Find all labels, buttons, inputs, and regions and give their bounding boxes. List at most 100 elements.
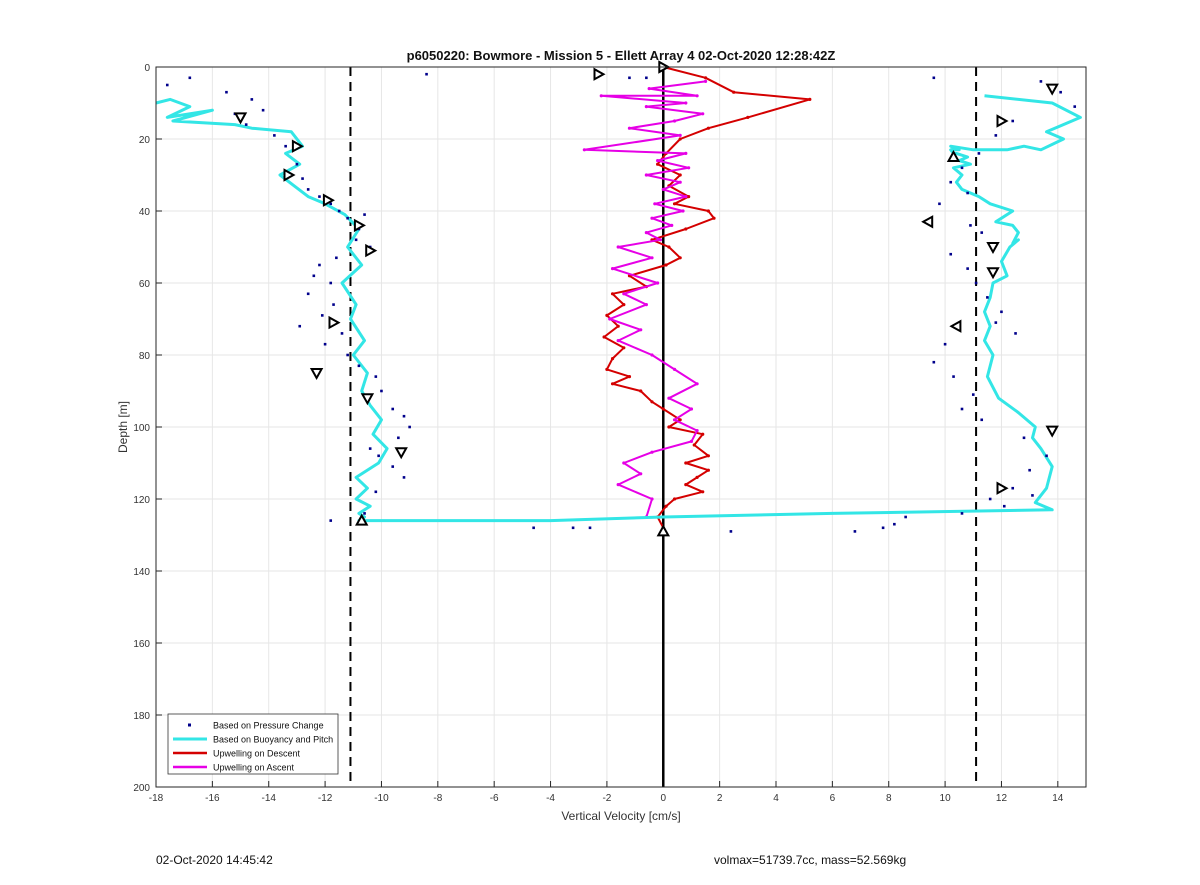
ascent-point xyxy=(650,497,654,501)
descent-point xyxy=(656,162,660,166)
descent-point xyxy=(701,490,705,494)
pressure-point xyxy=(1059,90,1062,94)
x-tick-label: 6 xyxy=(830,793,836,804)
triangle-marker xyxy=(996,481,1009,495)
pressure-point xyxy=(298,324,302,328)
triangle-marker xyxy=(283,168,296,182)
y-tick-label: 120 xyxy=(133,495,150,506)
y-tick-label: 180 xyxy=(133,711,150,722)
pressure-point xyxy=(329,519,333,522)
ascent-point xyxy=(661,187,665,191)
ascent-point xyxy=(672,418,677,422)
pressure-point xyxy=(306,292,310,296)
triangle-marker xyxy=(309,368,324,381)
ascent-point xyxy=(616,245,620,249)
ascent-point xyxy=(670,223,674,227)
pressure-point xyxy=(960,407,964,411)
pressure-point xyxy=(335,256,338,260)
pressure-point xyxy=(188,76,192,80)
pressure-point xyxy=(374,375,378,378)
ascent-point xyxy=(622,292,626,296)
ascent-point xyxy=(678,133,682,137)
pressure-point xyxy=(320,314,324,317)
descent-point xyxy=(672,202,677,206)
pressure-point xyxy=(329,202,333,206)
pressure-point xyxy=(904,515,907,519)
ascent-point xyxy=(667,396,671,400)
ascent-point xyxy=(650,353,654,357)
pressure-point xyxy=(571,526,575,530)
reference-lines xyxy=(349,67,978,787)
ascent-point xyxy=(608,317,612,321)
pressure-point xyxy=(354,238,358,242)
descent-point xyxy=(687,195,691,199)
y-tick-label: 40 xyxy=(139,207,151,218)
descent-point xyxy=(622,346,626,350)
ascent-point xyxy=(695,429,699,433)
pressure-point xyxy=(1028,468,1031,472)
x-tick-label: -14 xyxy=(262,793,277,804)
descent-point xyxy=(667,425,671,429)
pressure-point xyxy=(368,447,372,450)
legend-label: Upwelling on Descent xyxy=(213,749,301,759)
pressure-point xyxy=(363,213,366,216)
series-layer xyxy=(155,65,1082,533)
descent-point xyxy=(672,497,677,501)
pressure-point xyxy=(628,76,631,80)
pressure-point xyxy=(312,274,316,278)
pressure-point xyxy=(284,144,287,148)
pressure-point xyxy=(938,202,941,206)
ascent-point xyxy=(622,461,626,465)
descent-point xyxy=(605,367,609,371)
descent-point xyxy=(678,137,682,141)
descent-point xyxy=(712,216,716,220)
y-tick-label: 140 xyxy=(133,567,150,578)
ascent-point xyxy=(639,328,643,332)
pressure-point xyxy=(244,123,248,126)
pressure-point xyxy=(250,98,254,101)
x-tick-label: 0 xyxy=(660,793,666,804)
pressure-point xyxy=(645,76,648,80)
descent-point xyxy=(650,400,654,404)
ascent-point xyxy=(644,231,648,235)
ascent-point xyxy=(627,126,632,130)
triangle-marker xyxy=(949,319,962,333)
pressure-point xyxy=(1000,310,1003,314)
pressure-point xyxy=(329,281,333,285)
pressure-point xyxy=(588,526,592,530)
ascent-point xyxy=(701,112,705,116)
ascent-point xyxy=(703,79,708,83)
triangle-marker xyxy=(328,315,341,330)
pressure-point xyxy=(980,418,984,422)
x-tick-label: -6 xyxy=(490,793,499,804)
legend-label: Upwelling on Ascent xyxy=(213,763,295,773)
pressure-point xyxy=(323,342,327,346)
x-tick-label: -4 xyxy=(546,793,555,804)
ascent-point xyxy=(695,94,699,98)
descent-point xyxy=(732,90,736,94)
triangle-marker xyxy=(394,447,408,460)
pressure-point xyxy=(532,526,535,530)
descent-point xyxy=(602,335,606,339)
ascent-point xyxy=(599,94,603,98)
ascent-point xyxy=(687,166,691,170)
footer-params: volmax=51739.7cc, mass=52.569kg xyxy=(714,853,907,867)
pressure-point xyxy=(340,332,344,335)
pressure-point xyxy=(932,360,936,364)
pressure-point xyxy=(377,454,380,458)
y-axis-label: Depth [m] xyxy=(116,401,130,453)
pressure-point xyxy=(960,512,964,515)
triangle-marker xyxy=(656,524,670,537)
descent-point xyxy=(684,483,688,487)
buoyancy-pitch-line xyxy=(155,94,1082,523)
pressure-point xyxy=(391,407,395,411)
legend-swatch-pressure xyxy=(188,723,191,727)
pressure-point xyxy=(1014,332,1017,335)
pressure-point xyxy=(306,188,310,191)
pressure-point xyxy=(881,526,885,530)
descent-point xyxy=(678,173,682,177)
legend-box xyxy=(167,713,339,775)
pressure-point xyxy=(391,465,395,468)
x-tick-label: -2 xyxy=(602,793,611,804)
